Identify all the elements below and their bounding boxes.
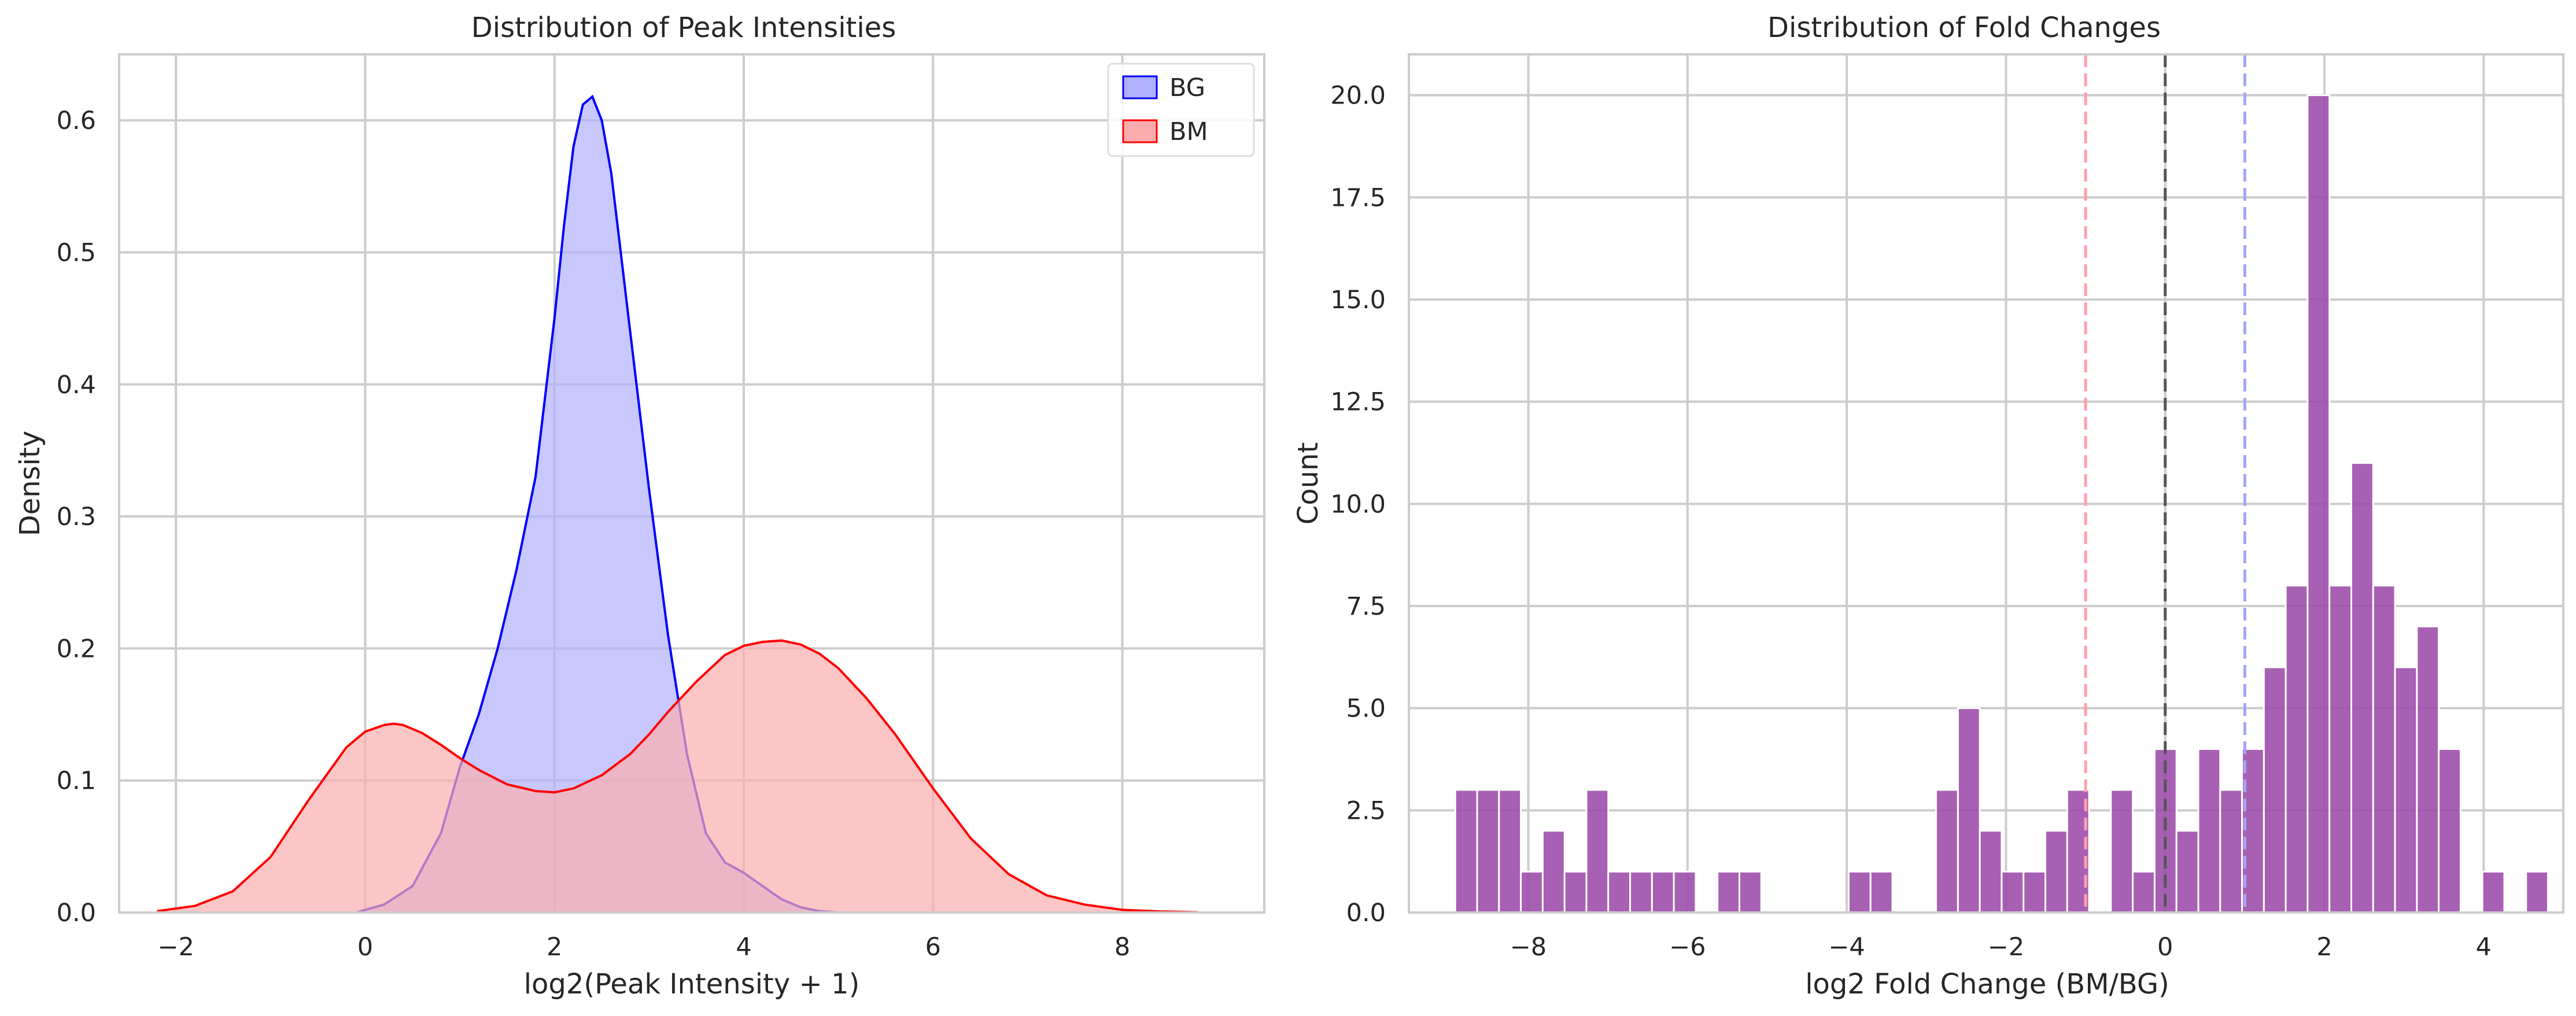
chart2-reference-lines: [2084, 54, 2246, 912]
histogram-bar: [1541, 830, 1566, 914]
histogram-bar: [1585, 789, 1610, 914]
chart1-x-tick-label: 2: [547, 933, 562, 962]
histogram-bar: [1476, 789, 1500, 914]
histogram-bar: [2263, 666, 2287, 914]
chart2-x-tick-label: −8: [1510, 933, 1547, 962]
legend-swatch-bm: [1122, 119, 1158, 143]
histogram-bar: [2350, 462, 2374, 914]
chart1-y-tick-label: 0.5: [57, 238, 96, 267]
chart2-bars: [1454, 94, 2549, 914]
chart1-y-tick-label: 0.0: [57, 899, 96, 928]
chart1-y-tick-label: 0.3: [57, 503, 96, 531]
histogram-bar: [1498, 789, 1522, 914]
chart1-plot-frame: [118, 53, 1265, 914]
legend-swatch-bg: [1122, 75, 1158, 99]
chart2-y-tick-label: 20.0: [1330, 82, 1386, 110]
chart2-x-ticks: −8 −6 −4 −2 0 2 4: [1510, 933, 2492, 962]
histogram-bar: [1607, 870, 1632, 914]
histogram-bar: [2219, 789, 2243, 914]
chart2-title: Distribution of Fold Changes: [1767, 12, 2161, 44]
chart1-x-tick-label: 6: [925, 933, 941, 962]
chart1-series: [157, 94, 1198, 914]
histogram-bar: [1629, 870, 1653, 914]
chart2-y-tick-label: 15.0: [1330, 286, 1386, 315]
histogram-bar: [2241, 748, 2265, 914]
chart2-x-tick-label: 2: [2316, 933, 2332, 962]
chart2-plot-frame: [1408, 53, 2564, 914]
histogram-bar: [1979, 830, 2003, 914]
chart1-x-tick-label: 0: [357, 933, 373, 962]
histogram-bar: [2285, 585, 2309, 914]
chart2-x-tick-label: 0: [2157, 933, 2173, 962]
histogram-bar: [2481, 870, 2505, 914]
histogram-bar: [1957, 707, 1981, 914]
density-area-bg: [356, 97, 839, 913]
histogram-bar: [2306, 94, 2331, 914]
chart2-x-tick-label: −4: [1828, 933, 1865, 962]
legend-label-bm: BM: [1169, 117, 1208, 146]
histogram-bar: [1869, 870, 1894, 914]
chart2-x-tick-label: −6: [1669, 933, 1706, 962]
histogram-bar: [1847, 870, 1872, 914]
histogram-bar: [2153, 748, 2178, 914]
chart1-legend: BG BM: [1107, 62, 1255, 157]
histogram-bar: [2023, 870, 2046, 914]
histogram-bar: [2175, 830, 2199, 914]
histogram-bar: [1717, 870, 1740, 914]
chart2-y-tick-label: 0.0: [1346, 899, 1386, 928]
histogram-bar: [2001, 870, 2025, 914]
chart2-y-tick-label: 7.5: [1346, 592, 1386, 621]
histogram-bar: [1651, 870, 1675, 914]
legend-label-bg: BG: [1169, 73, 1205, 102]
chart1-y-axis-label: Density: [14, 431, 46, 536]
chart2-y-tick-label: 12.5: [1330, 388, 1386, 417]
chart1-y-tick-label: 0.1: [57, 767, 96, 796]
histogram-bar: [1563, 870, 1588, 914]
histogram-bar: [1738, 870, 1762, 914]
chart1-y-tick-label: 0.6: [57, 106, 96, 135]
chart2-y-tick-label: 2.5: [1346, 796, 1386, 825]
chart1-x-tick-label: 8: [1114, 933, 1130, 962]
chart1-x-tick-label: −2: [157, 933, 194, 962]
chart2-y-tick-label: 5.0: [1346, 694, 1386, 723]
histogram-bar: [2372, 585, 2396, 914]
histogram-bar: [2110, 789, 2134, 914]
histogram-bar: [2525, 870, 2549, 914]
histogram-bar: [2044, 830, 2068, 914]
histogram-bar: [2328, 585, 2352, 914]
chart2-y-ticks: 0.0 2.5 5.0 7.5 10.0 12.5 15.0 17.5 20.0: [1330, 82, 1386, 928]
chart1-x-axis-label: log2(Peak Intensity + 1): [524, 968, 860, 1000]
chart2-y-tick-label: 10.0: [1330, 490, 1386, 519]
histogram-bar: [1673, 870, 1697, 914]
histogram-bar: [2132, 870, 2156, 914]
chart1-y-tick-label: 0.2: [57, 634, 96, 663]
density-line-bm: [157, 639, 1198, 914]
chart2-y-tick-label: 17.5: [1330, 183, 1386, 212]
chart2-y-axis-label: Count: [1292, 442, 1324, 525]
histogram-bar: [1454, 789, 1478, 914]
histogram-bar: [2416, 625, 2440, 914]
peak-intensity-chart: Distribution of Peak Intensities −2 0 2 4 6 8…: [14, 12, 1265, 1000]
histogram-bar: [2394, 666, 2418, 914]
chart1-x-tick-label: 4: [736, 933, 751, 962]
histogram-bar: [1520, 870, 1544, 914]
chart2-x-axis-label: log2 Fold Change (BM/BG): [1805, 968, 2169, 1000]
chart1-y-tick-label: 0.4: [57, 371, 96, 400]
density-area-bm: [157, 640, 1198, 912]
chart2-x-tick-label: −2: [1988, 933, 2024, 962]
histogram-bar: [1935, 789, 1959, 914]
chart1-y-ticks: 0.0 0.1 0.2 0.3 0.4 0.5 0.6: [57, 106, 96, 928]
fold-change-chart: Distribution of Fold Changes −8 −6 −4 −2 0 2 4…: [1292, 12, 2564, 1000]
histogram-bar: [2438, 748, 2461, 914]
chart1-x-ticks: −2 0 2 4 6 8: [157, 933, 1130, 962]
chart1-title: Distribution of Peak Intensities: [471, 12, 896, 44]
histogram-bar: [2197, 748, 2221, 914]
chart2-x-tick-label: 4: [2476, 933, 2492, 962]
